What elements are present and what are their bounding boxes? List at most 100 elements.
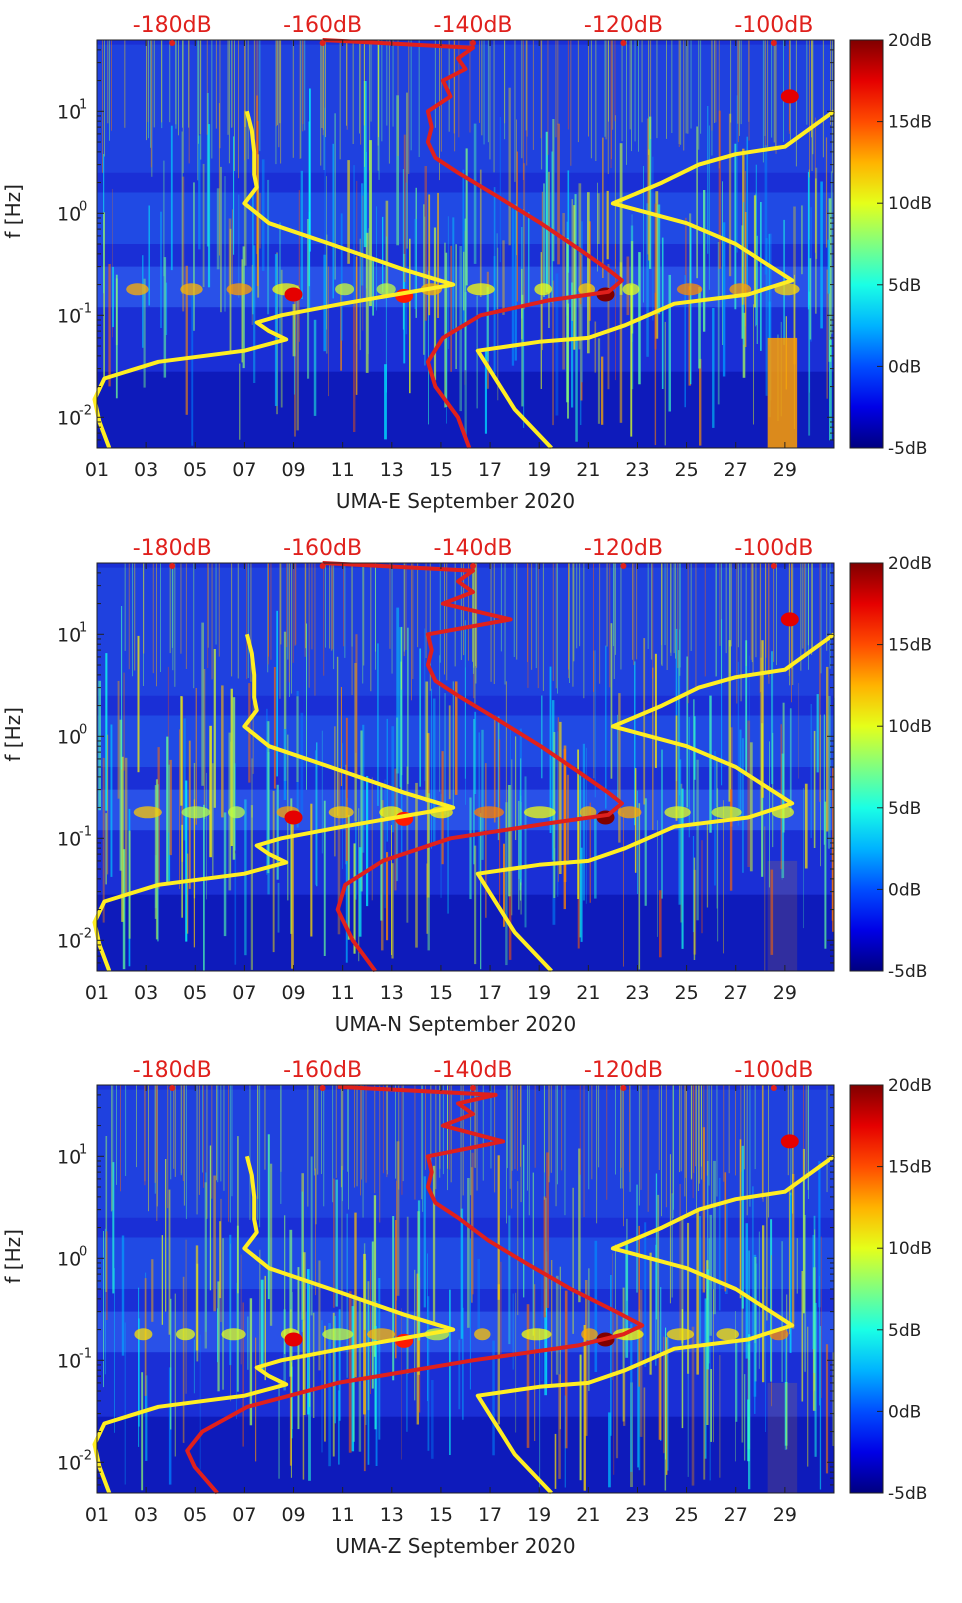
- y-tick-base: 10: [57, 1452, 81, 1474]
- heatmap-area: [97, 1085, 835, 1493]
- x-axis-label: UMA-Z September 2020: [335, 1534, 575, 1558]
- top-axis-tick-label: -180dB: [133, 1058, 212, 1083]
- y-tick-exponent: 1: [79, 97, 87, 112]
- top-db-axis: -180dB -160dB -140dB -120dB -100dB: [133, 1058, 813, 1091]
- x-axis-label: UMA-N September 2020: [335, 1012, 576, 1036]
- x-tick-label: 15: [429, 459, 453, 481]
- x-tick-label: 07: [232, 1504, 256, 1526]
- x-tick-label: 29: [773, 1504, 797, 1526]
- top-axis-tick-label: -160dB: [283, 536, 362, 561]
- top-axis-tick-label: -100dB: [734, 13, 813, 38]
- red-psd-curve: [322, 561, 624, 973]
- x-tick-label: 05: [183, 459, 207, 481]
- top-axis-tick-label: -160dB: [283, 1058, 362, 1083]
- x-axis: 01 03 05 07 09 11 13 15 17 19 21 23 25 27 29: [85, 1085, 797, 1526]
- x-tick-label: 01: [85, 982, 109, 1004]
- yellow-noise-model-curve-1: [475, 632, 836, 973]
- y-tick-exponent: -1: [79, 301, 92, 316]
- y-tick-label: 101: [57, 620, 87, 646]
- y-tick-exponent: -2: [79, 403, 92, 418]
- x-tick-label: 11: [331, 1504, 355, 1526]
- y-axis-label: f [Hz]: [1, 184, 25, 239]
- x-tick-label: 09: [281, 459, 305, 481]
- colorbar-tick-label: 0dB: [888, 880, 921, 900]
- top-db-axis: -180dB -160dB -140dB -120dB -100dB: [133, 13, 813, 46]
- colorbar-tick-label: 5dB: [888, 276, 921, 296]
- colorbar-tick-label: 15dB: [888, 636, 932, 656]
- yellow-noise-model-curve-0: [92, 110, 456, 449]
- x-tick-label: 23: [625, 1504, 649, 1526]
- y-tick-label: 101: [57, 1142, 87, 1168]
- x-tick-label: 01: [85, 459, 109, 481]
- y-tick-exponent: 0: [79, 199, 87, 214]
- heatmap-area: [97, 563, 835, 971]
- red-psd-curve: [185, 1084, 645, 1495]
- colorbar: 20dB 15dB 10dB 5dB 0dB -5dB: [849, 31, 932, 459]
- x-tick-label: 29: [773, 459, 797, 481]
- colorbar-tick-label: 10dB: [888, 1239, 932, 1259]
- x-tick-label: 19: [527, 459, 551, 481]
- x-tick-label: 25: [675, 459, 699, 481]
- top-axis-tick-label: -140dB: [434, 536, 513, 561]
- colorbar-tick-label: 15dB: [888, 113, 932, 133]
- x-tick-label: 05: [183, 982, 207, 1004]
- colorbar-tick-label: 5dB: [888, 1321, 921, 1341]
- top-axis-tick-label: -180dB: [133, 536, 212, 561]
- x-tick-label: 09: [281, 1504, 305, 1526]
- top-db-axis: -180dB -160dB -140dB -120dB -100dB: [133, 536, 813, 569]
- y-tick-base: 10: [57, 203, 81, 225]
- y-tick-base: 10: [57, 828, 81, 850]
- x-axis: 01 03 05 07 09 11 13 15 17 19 21 23 25 27 29: [85, 563, 797, 1004]
- x-tick-label: 11: [331, 982, 355, 1004]
- y-axis-label: f [Hz]: [1, 1229, 25, 1284]
- y-tick-exponent: 1: [79, 1142, 87, 1157]
- x-tick-label: 13: [380, 459, 404, 481]
- y-tick-label: 100: [57, 722, 87, 748]
- y-axis-label: f [Hz]: [1, 707, 25, 762]
- x-tick-label: 17: [478, 459, 502, 481]
- x-tick-label: 03: [134, 1504, 158, 1526]
- y-tick-base: 10: [57, 930, 81, 952]
- x-tick-label: 05: [183, 1504, 207, 1526]
- top-axis-tick-label: -120dB: [584, 1058, 663, 1083]
- top-axis-tick-label: -140dB: [434, 13, 513, 38]
- x-tick-label: 07: [232, 982, 256, 1004]
- x-tick-label: 19: [527, 982, 551, 1004]
- y-tick-label: 100: [57, 1244, 87, 1270]
- top-axis-tick-label: -100dB: [734, 536, 813, 561]
- y-tick-base: 10: [57, 1248, 81, 1270]
- yellow-noise-model-curve-1: [475, 109, 836, 450]
- x-tick-label: 21: [576, 459, 600, 481]
- y-tick-base: 10: [57, 101, 81, 123]
- x-tick-label: 27: [724, 459, 748, 481]
- y-tick-label: 10-2: [57, 926, 92, 952]
- top-axis-tick-label: -120dB: [584, 536, 663, 561]
- y-tick-exponent: 0: [79, 1244, 87, 1259]
- y-tick-exponent: -2: [79, 926, 92, 941]
- x-axis: 01 03 05 07 09 11 13 15 17 19 21 23 25 27 29: [85, 40, 797, 481]
- x-tick-label: 27: [724, 1504, 748, 1526]
- top-axis-tick-label: -120dB: [584, 13, 663, 38]
- x-tick-label: 03: [134, 982, 158, 1004]
- x-tick-label: 09: [281, 982, 305, 1004]
- y-tick-exponent: 0: [79, 722, 87, 737]
- yellow-noise-model-curve-1: [475, 1154, 836, 1495]
- x-tick-label: 17: [478, 982, 502, 1004]
- x-tick-label: 11: [331, 459, 355, 481]
- colorbar-tick-label: 20dB: [888, 1076, 932, 1096]
- x-tick-label: 13: [380, 982, 404, 1004]
- x-tick-label: 07: [232, 459, 256, 481]
- yellow-noise-model-curve-0: [92, 1155, 456, 1494]
- colorbar: 20dB 15dB 10dB 5dB 0dB -5dB: [849, 554, 932, 982]
- x-tick-label: 25: [675, 982, 699, 1004]
- y-tick-label: 101: [57, 97, 87, 123]
- colorbar-tick-label: 5dB: [888, 799, 921, 819]
- colorbar: 20dB 15dB 10dB 5dB 0dB -5dB: [849, 1076, 932, 1504]
- top-axis-tick-label: -160dB: [283, 13, 362, 38]
- y-tick-exponent: -1: [79, 824, 92, 839]
- colorbar-tick-label: -5dB: [888, 962, 927, 982]
